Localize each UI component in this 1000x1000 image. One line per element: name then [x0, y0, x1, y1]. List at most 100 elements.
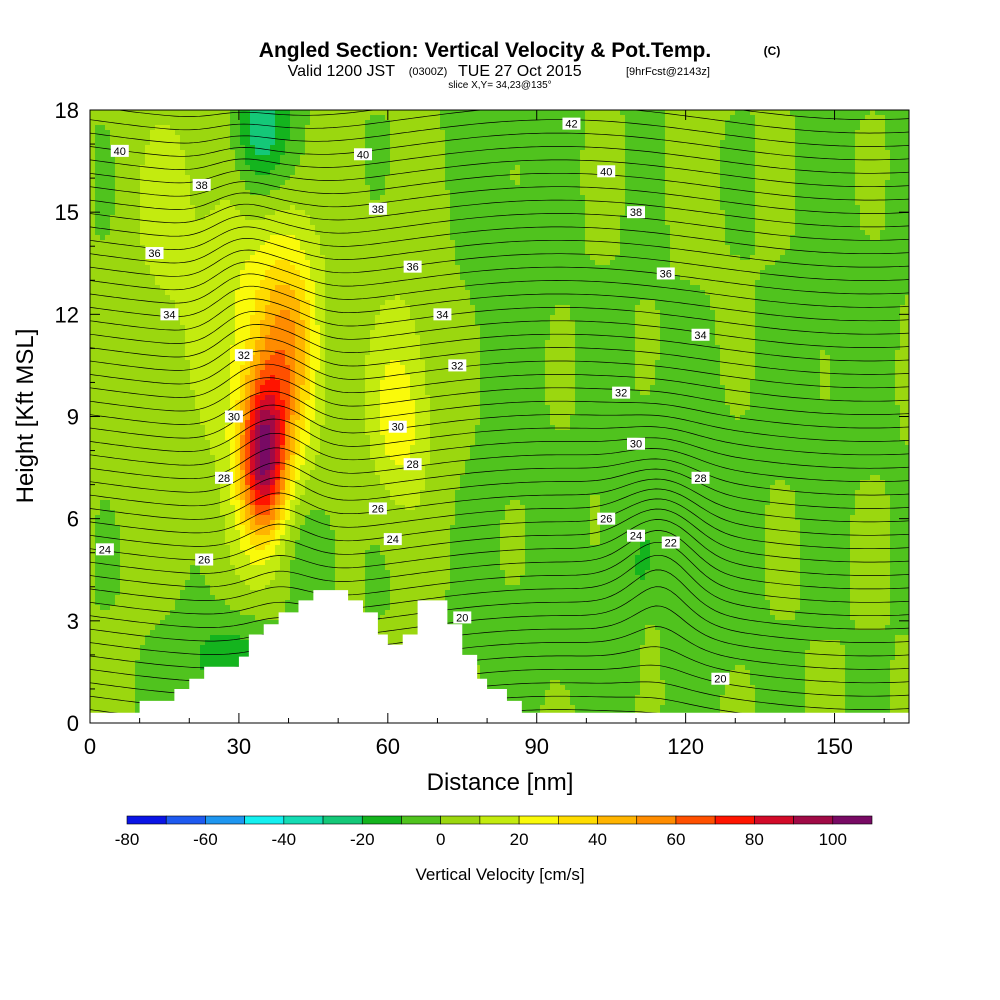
chart-svg: Angled Section: Vertical Velocity & Pot.…: [0, 0, 1000, 1000]
field-cell: [100, 700, 106, 706]
field-cell: [150, 610, 156, 616]
field-cell: [110, 435, 116, 441]
field-cell: [155, 545, 161, 551]
field-cell: [115, 530, 121, 536]
field-cell: [105, 610, 111, 616]
field-cell: [120, 125, 126, 131]
field-cell: [160, 590, 166, 596]
field-cell: [120, 120, 126, 126]
field-cell: [130, 355, 136, 361]
field-cell: [105, 235, 111, 241]
field-cell: [105, 245, 111, 251]
field-cell: [130, 610, 136, 616]
field-cell: [95, 205, 101, 211]
field-cell: [130, 490, 136, 496]
field-cell: [125, 575, 131, 581]
field-cell: [120, 555, 126, 561]
field-cell: [105, 440, 111, 446]
field-cell: [150, 305, 156, 311]
field-cell: [120, 205, 126, 211]
field-cell: [120, 370, 126, 376]
field-cell: [135, 650, 141, 656]
field-cell: [155, 350, 161, 356]
field-cell: [90, 400, 96, 406]
field-cell: [130, 625, 136, 631]
field-cell: [100, 525, 106, 531]
field-cell: [130, 150, 136, 156]
field-cell: [130, 530, 136, 536]
field-cell: [150, 695, 156, 701]
field-cell: [115, 165, 121, 171]
field-cell: [100, 350, 106, 356]
field-cell: [150, 335, 156, 341]
field-cell: [150, 120, 156, 126]
field-cell: [110, 420, 116, 426]
field-cell: [105, 425, 111, 431]
field-cell: [130, 260, 136, 266]
field-cell: [120, 220, 126, 226]
field-cell: [90, 540, 96, 546]
field-cell: [100, 205, 106, 211]
field-cell: [150, 510, 156, 516]
field-cell: [115, 185, 121, 191]
field-cell: [155, 470, 161, 476]
field-cell: [110, 165, 116, 171]
field-cell: [110, 125, 116, 131]
field-cell: [140, 155, 146, 161]
field-cell: [140, 250, 146, 256]
field-cell: [95, 380, 101, 386]
field-cell: [160, 225, 166, 231]
field-cell: [130, 475, 136, 481]
field-cell: [120, 210, 126, 216]
field-cell: [130, 545, 136, 551]
field-cell: [110, 205, 116, 211]
field-cell: [145, 380, 151, 386]
field-cell: [140, 640, 146, 646]
field-cell: [135, 480, 141, 486]
field-cell: [90, 275, 96, 281]
field-cell: [160, 135, 166, 141]
field-cell: [160, 505, 166, 511]
field-cell: [95, 630, 101, 636]
field-cell: [105, 260, 111, 266]
field-cell: [100, 250, 106, 256]
field-cell: [105, 220, 111, 226]
field-cell: [125, 680, 131, 686]
field-cell: [150, 400, 156, 406]
field-cell: [130, 520, 136, 526]
field-cell: [95, 570, 101, 576]
field-cell: [150, 320, 156, 326]
field-cell: [100, 600, 106, 606]
field-cell: [90, 255, 96, 261]
field-cell: [95, 150, 101, 156]
field-cell: [140, 530, 146, 536]
field-cell: [110, 680, 116, 686]
field-cell: [155, 425, 161, 431]
field-cell: [135, 585, 141, 591]
field-cell: [125, 290, 131, 296]
field-cell: [120, 345, 126, 351]
field-cell: [130, 560, 136, 566]
field-cell: [100, 300, 106, 306]
field-cell: [140, 205, 146, 211]
field-cell: [155, 665, 161, 671]
field-cell: [155, 415, 161, 421]
field-cell: [155, 345, 161, 351]
field-cell: [110, 675, 116, 681]
field-cell: [130, 180, 136, 186]
field-cell: [135, 240, 141, 246]
field-cell: [95, 650, 101, 656]
field-cell: [140, 280, 146, 286]
field-cell: [120, 695, 126, 701]
field-cell: [100, 475, 106, 481]
field-cell: [90, 490, 96, 496]
field-cell: [110, 445, 116, 451]
field-cell: [125, 650, 131, 656]
field-cell: [90, 545, 96, 551]
field-cell: [140, 240, 146, 246]
field-cell: [95, 700, 101, 706]
field-cell: [110, 395, 116, 401]
field-cell: [105, 390, 111, 396]
field-cell: [125, 250, 131, 256]
field-cell: [145, 355, 151, 361]
